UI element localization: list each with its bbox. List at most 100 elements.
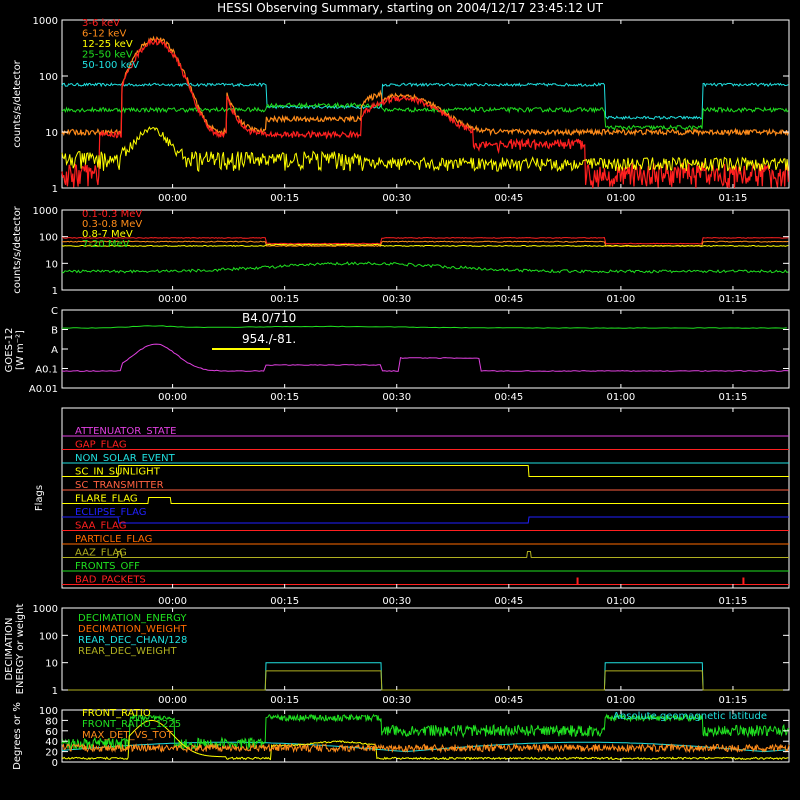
x-tick-label: 00:00	[158, 392, 187, 403]
legend-entry: REAR_DEC_CHAN/128	[78, 635, 187, 646]
flag-label: GAP_FLAG	[75, 440, 127, 451]
trace-50-100kev	[61, 82, 789, 120]
trace-25-50kev	[61, 101, 789, 132]
legend-entry: 3-6 keV	[82, 18, 120, 29]
legend-entry: 50-100 keV	[82, 60, 139, 71]
x-tick-label: 00:30	[382, 596, 411, 607]
y-tick-label: 100	[39, 233, 58, 244]
x-tick-label: 00:15	[270, 392, 299, 403]
x-tick-label: 00:45	[494, 294, 523, 305]
trace-7-20mev	[61, 261, 789, 274]
x-tick-label: 01:15	[719, 596, 748, 607]
legend-entry: 0.1-0.3 MeV	[82, 209, 142, 220]
x-tick-label: 01:00	[606, 695, 635, 706]
y-tick-label: 1000	[33, 206, 58, 217]
x-tick-label: 00:30	[382, 392, 411, 403]
x-tick-label: 00:30	[382, 695, 411, 706]
trace-geomag-latitude	[61, 741, 787, 753]
y-tick-label: 100	[39, 72, 58, 83]
x-tick-label: 00:00	[158, 596, 187, 607]
x-tick-label: 01:15	[719, 695, 748, 706]
flag-trace	[62, 497, 789, 504]
x-tick-label: 00:15	[270, 596, 299, 607]
legend-entry: DECIMATION_ENERGY	[78, 613, 187, 624]
y-tick-label: 10	[45, 259, 58, 270]
flag-label: SAA_FLAG	[75, 521, 126, 532]
flag-label: NON_SOLAR_EVENT	[75, 453, 176, 464]
geomag-annotation: Absolute geomagnetic latitude	[613, 711, 767, 722]
flag-label: ECLIPSE_FLAG	[75, 507, 146, 518]
y-tick-label: A0.1	[35, 365, 58, 376]
x-tick-label: 00:00	[158, 695, 187, 706]
flag-trace	[62, 465, 789, 477]
x-tick-label: 01:00	[606, 596, 635, 607]
x-tick-label: 01:00	[606, 193, 635, 204]
p4-ylabel: Flags	[34, 485, 45, 511]
flag-label: FRONTS_OFF	[75, 561, 140, 572]
panel-xray-rates: counts/s/detector 1 10 100 1000 3-6 keV6-12…	[12, 16, 790, 204]
x-tick-label: 00:30	[382, 193, 411, 204]
legend-entry: FRONT_RATIO	[82, 708, 151, 719]
y-tick-label: 100	[39, 706, 58, 717]
legend-entry: 0.8-7 MeV	[82, 229, 133, 240]
y-tick-label: 0	[52, 758, 58, 769]
legend-entry: 7-20 MeV	[82, 239, 130, 250]
p1-ylabel: counts/s/detector	[12, 59, 23, 147]
trace-12-25kev	[61, 126, 789, 173]
trace-0.8-7mev	[61, 243, 789, 247]
trace-front-ratio	[61, 719, 789, 761]
x-tick-label: 00:00	[158, 294, 187, 305]
p3-ylabel2: [W m⁻²]	[15, 330, 26, 370]
p2-ylabel: counts/s/detector	[12, 205, 23, 293]
y-tick-label: 1	[52, 286, 58, 297]
p5-ylabel: DECIMATION	[4, 617, 15, 680]
x-tick-label: 00:45	[494, 193, 523, 204]
y-tick-label: 10	[45, 128, 58, 139]
x-tick-label: 01:15	[719, 294, 748, 305]
goes-annotation-short: 954./-81.	[242, 332, 296, 346]
x-tick-label: 00:45	[494, 695, 523, 706]
x-tick-label: 00:15	[270, 294, 299, 305]
x-tick-label: 01:00	[606, 294, 635, 305]
x-tick-label: 00:00	[158, 193, 187, 204]
trace-max-det-vs-tot	[61, 742, 790, 754]
legend-entry: FRONT_RATIO_1225	[82, 719, 181, 730]
trace-3-6kev	[61, 37, 789, 189]
trace-rear-dec-weight	[62, 670, 789, 691]
flag-label: BAD_PACKETS	[75, 575, 146, 586]
trace-rear-dec-chan	[62, 662, 789, 691]
legend-entry: 6-12 keV	[82, 29, 126, 40]
panel-flags: ATTENUATOR_STATE GAP_FLAG NON_SOLAR_EVENT S…	[34, 407, 790, 607]
p3-ylabel: GOES-12	[4, 328, 15, 373]
goes-short-trace	[61, 343, 789, 372]
flag-label: FLARE_FLAG	[75, 494, 138, 505]
x-tick-label: 01:15	[719, 193, 748, 204]
y-tick-label: 1000	[33, 16, 58, 27]
x-tick-label: 00:45	[494, 392, 523, 403]
chart-title: HESSI Observing Summary, starting on 200…	[217, 1, 603, 15]
y-tick-label: 10	[45, 659, 58, 670]
panel-goes: GOES-12 [W m⁻²] A0.01 A0.1 ABC B4.0/710 95…	[4, 306, 790, 403]
legend-entry: 12-25 keV	[82, 39, 133, 50]
legend-entry: DECIMATION_WEIGHT	[78, 624, 187, 635]
x-tick-label: 00:30	[382, 294, 411, 305]
legend-entry: MAX_DET_VS_TOT	[82, 730, 174, 741]
y-tick-label: 80	[45, 716, 58, 727]
legend-entry: 0.3-0.8 MeV	[82, 219, 142, 230]
x-tick-label: 01:00	[606, 392, 635, 403]
y-tick-label: 20	[45, 748, 58, 759]
x-tick-label: 00:15	[270, 695, 299, 706]
y-tick-label: A	[51, 345, 58, 356]
flag-trace	[62, 516, 789, 524]
panel-decimation: DECIMATION ENERGY or weight 1 10 100 1000 D…	[4, 604, 790, 706]
legend-entry: REAR_DEC_WEIGHT	[78, 646, 177, 657]
y-tick-label: 1	[52, 686, 58, 697]
flag-label: AAZ_FLAG	[75, 548, 127, 559]
legend-entry: 25-50 keV	[82, 50, 133, 61]
x-tick-label: 00:45	[494, 596, 523, 607]
goes-annotation-long: B4.0/710	[242, 311, 296, 325]
trace-6-12kev	[61, 35, 789, 137]
x-tick-label: 00:15	[270, 193, 299, 204]
